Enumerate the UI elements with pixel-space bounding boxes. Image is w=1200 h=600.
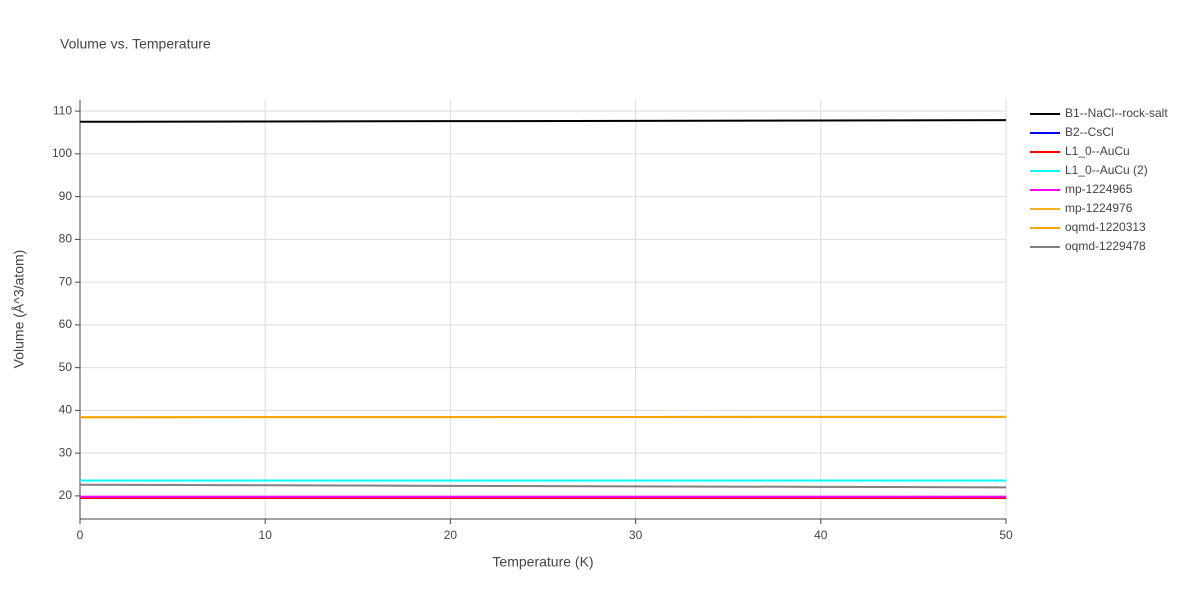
y-tick-label: 90 <box>59 189 73 203</box>
legend-label: L1_0--AuCu (2) <box>1065 163 1148 177</box>
y-tick-label: 50 <box>59 360 73 374</box>
legend-label: B1--NaCl--rock-salt <box>1065 106 1168 120</box>
y-tick-label: 30 <box>59 445 73 459</box>
legend-label: mp-1224976 <box>1065 201 1133 215</box>
legend-label: oqmd-1229478 <box>1065 239 1146 253</box>
y-tick-label: 60 <box>59 317 73 331</box>
y-tick-label: 80 <box>59 232 73 246</box>
series-line <box>79 119 1007 123</box>
series-line <box>79 483 1007 489</box>
y-tick-label: 110 <box>53 103 72 117</box>
y-tick-label: 70 <box>59 274 73 288</box>
legend-label: mp-1224965 <box>1065 182 1133 196</box>
x-tick-label: 20 <box>444 528 458 542</box>
x-axis-label: Temperature (K) <box>492 554 593 570</box>
chart-title: Volume vs. Temperature <box>60 36 211 52</box>
x-tick-label: 10 <box>259 528 273 542</box>
x-tick-label: 30 <box>629 528 643 542</box>
legend-label: B2--CsCl <box>1065 125 1114 139</box>
y-tick-label: 20 <box>59 488 73 502</box>
y-axis-label: Volume (Å^3/atom) <box>11 250 27 369</box>
x-tick-label: 0 <box>77 528 84 542</box>
y-tick-label: 40 <box>59 403 73 417</box>
y-tick-label: 100 <box>52 146 72 160</box>
legend-label: oqmd-1220313 <box>1065 220 1146 234</box>
x-tick-label: 50 <box>999 528 1013 542</box>
x-tick-label: 40 <box>814 528 828 542</box>
legend-label: L1_0--AuCu <box>1065 144 1130 158</box>
